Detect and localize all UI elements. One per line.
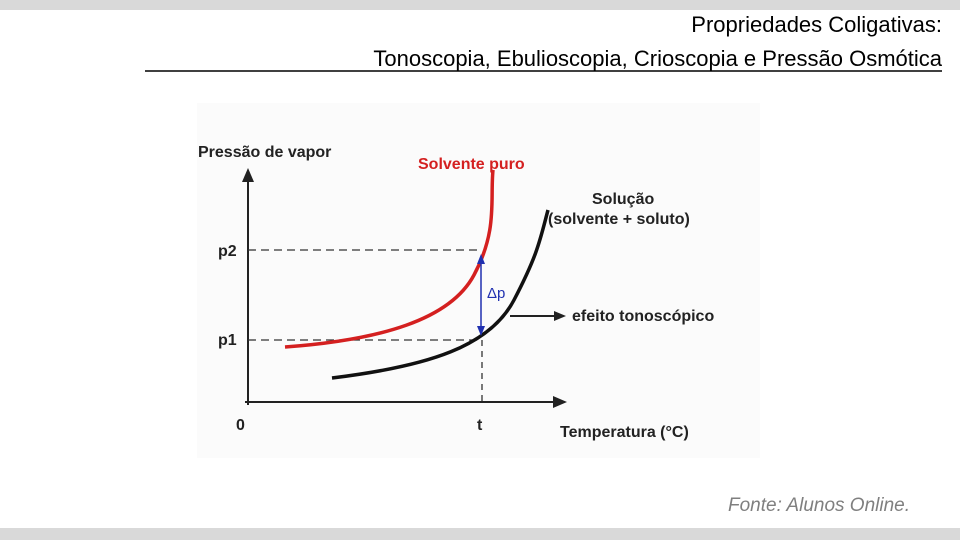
delta-label: Δp (487, 285, 505, 302)
effect-arrow-head (554, 311, 566, 321)
solution-curve (331, 209, 550, 380)
delta-arrow-head-up (477, 254, 485, 264)
y-tick-label: p1 (218, 332, 237, 349)
x-tick-label: t (477, 417, 483, 434)
y-axis-label: Pressão de vapor (198, 144, 331, 161)
y-tick-label: p2 (218, 243, 237, 260)
x-tick-label: 0 (236, 417, 245, 434)
title-line1: Propriedades Coligativas: (691, 12, 942, 37)
diagram-background (197, 103, 760, 458)
pure-solvent-label: Solvente puro (418, 156, 525, 173)
diagram: Pressão de vapor Temperatura (°C) Solven… (197, 103, 760, 458)
x-axis-arrow (553, 396, 567, 408)
x-axis-label: Temperatura (°C) (560, 424, 689, 441)
solution-label: Solução (592, 191, 654, 208)
delta-arrow-head-down (477, 326, 485, 336)
title-line2: Tonoscopia, Ebulioscopia, Crioscopia e P… (373, 46, 942, 71)
solution-label: (solvente + soluto) (548, 211, 690, 228)
top-bar (0, 0, 960, 10)
pure-solvent-curve (284, 169, 495, 349)
y-axis-arrow (242, 168, 254, 182)
source: Fonte: Alunos Online. (728, 495, 910, 516)
bottom-bar (0, 528, 960, 540)
effect-label: efeito tonoscópico (572, 308, 714, 325)
